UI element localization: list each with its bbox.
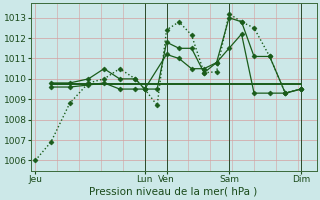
- X-axis label: Pression niveau de la mer( hPa ): Pression niveau de la mer( hPa ): [90, 187, 258, 197]
